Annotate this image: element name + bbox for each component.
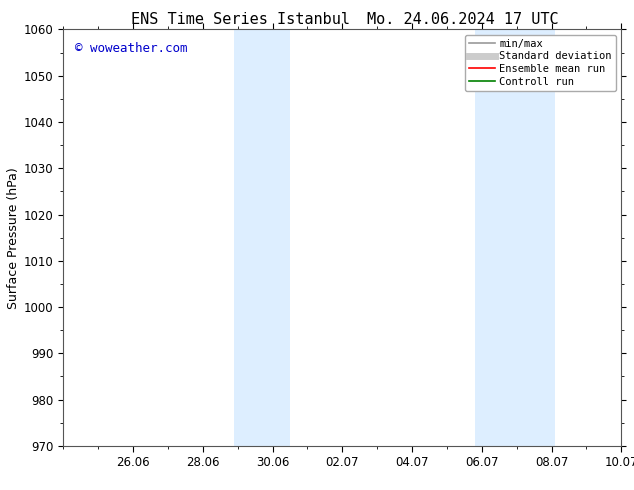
Text: ENS Time Series Istanbul: ENS Time Series Istanbul bbox=[131, 12, 351, 27]
Y-axis label: Surface Pressure (hPa): Surface Pressure (hPa) bbox=[7, 167, 20, 309]
Bar bbox=[235, 29, 255, 446]
Bar bbox=[475, 29, 500, 446]
Text: Mo. 24.06.2024 17 UTC: Mo. 24.06.2024 17 UTC bbox=[367, 12, 559, 27]
Bar bbox=[500, 29, 555, 446]
Bar bbox=[255, 29, 290, 446]
Text: © woweather.com: © woweather.com bbox=[75, 42, 187, 55]
Legend: min/max, Standard deviation, Ensemble mean run, Controll run: min/max, Standard deviation, Ensemble me… bbox=[465, 35, 616, 91]
